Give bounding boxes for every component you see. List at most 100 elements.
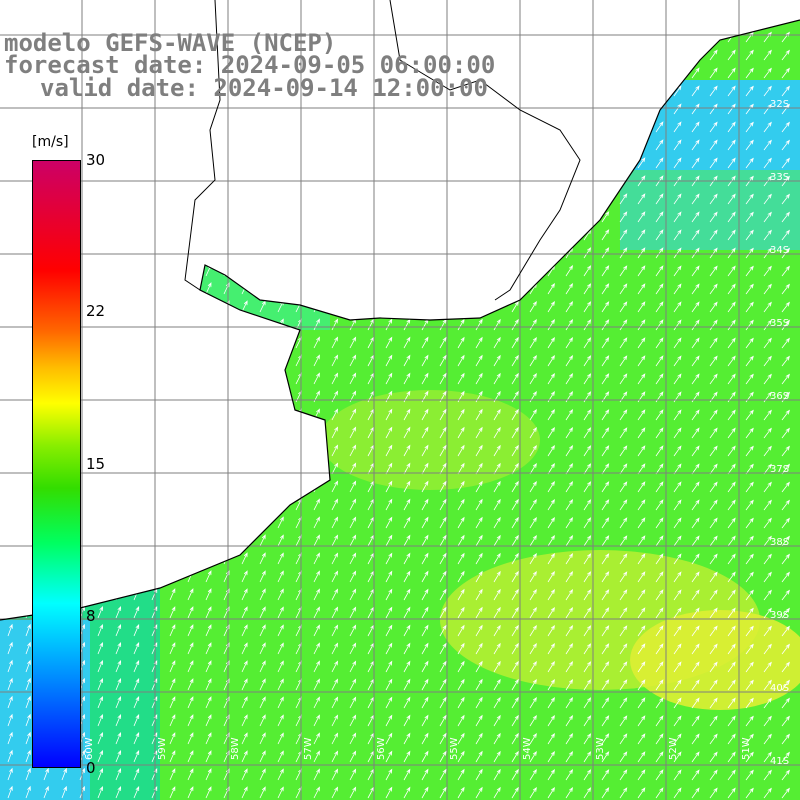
wind-arrow (439, 264, 447, 277)
wind-arrow (565, 193, 574, 205)
wind-arrow (151, 156, 158, 169)
wind-arrow (7, 245, 13, 259)
wind-arrow (421, 192, 429, 205)
wind-arrow (313, 570, 320, 583)
wind-arrow (241, 786, 248, 799)
wind-arrow (781, 373, 790, 385)
wind-arrow (385, 534, 393, 547)
wind-arrow (745, 787, 754, 799)
wind-arrow (313, 228, 320, 241)
wind-arrow (115, 227, 122, 241)
wind-arrow (205, 588, 212, 601)
wind-arrow (403, 354, 411, 367)
wind-arrow (259, 570, 266, 583)
wind-arrow (547, 660, 555, 673)
wind-arrow (511, 66, 519, 79)
wind-arrow (709, 751, 718, 763)
wind-arrow (637, 553, 646, 565)
wind-arrow (529, 30, 537, 43)
wind-arrow (529, 768, 537, 781)
wind-arrow (709, 355, 718, 367)
wind-arrow (565, 679, 574, 691)
wind-arrow (493, 102, 501, 115)
wind-arrow (745, 679, 754, 691)
wind-arrow (259, 480, 266, 493)
wind-arrow (457, 102, 465, 115)
wind-arrow (637, 121, 646, 133)
wind-arrow (727, 463, 736, 475)
wind-arrow (601, 643, 610, 655)
wind-arrow (349, 282, 357, 295)
wind-arrow (385, 588, 393, 601)
wind-arrow (277, 120, 284, 133)
wind-arrow (673, 373, 682, 385)
wind-arrow (637, 787, 646, 799)
wind-arrow (601, 355, 610, 367)
wind-arrow (385, 282, 393, 295)
wind-arrow (61, 119, 67, 133)
wind-arrow (493, 570, 501, 583)
wind-arrow (7, 263, 13, 277)
wind-arrow (655, 697, 664, 709)
wind-arrow (493, 678, 501, 691)
wind-arrow (421, 750, 429, 763)
wind-arrow (421, 552, 429, 565)
wind-arrow (781, 301, 790, 313)
wind-arrow (709, 427, 718, 439)
wind-arrow (565, 643, 574, 655)
wind-arrow (565, 229, 574, 241)
wind-arrow (277, 552, 284, 565)
wind-arrow (133, 498, 140, 511)
wind-arrow (349, 516, 357, 529)
wind-arrow (421, 570, 429, 583)
wind-arrow (709, 463, 718, 475)
wind-arrow (43, 767, 49, 781)
wind-arrow (781, 553, 790, 565)
wind-arrow (583, 553, 592, 565)
wind-arrow (565, 463, 574, 475)
wind-arrow (673, 211, 682, 223)
wind-arrow (493, 210, 501, 223)
wind-arrow (547, 516, 555, 529)
wind-arrow (349, 624, 357, 637)
wind-arrow (241, 462, 248, 475)
wind-arrow (511, 552, 519, 565)
wind-arrow (565, 769, 574, 781)
wind-arrow (241, 372, 248, 385)
wind-arrow (7, 209, 13, 223)
wind-arrow (655, 319, 664, 331)
wind-arrow (511, 426, 519, 439)
wind-arrow (97, 245, 103, 259)
wind-arrow (205, 732, 212, 745)
wind-arrow (727, 139, 736, 151)
wind-arrow (187, 606, 194, 619)
wind-arrow (385, 318, 393, 331)
wind-arrow (475, 570, 483, 583)
wind-arrow (583, 247, 592, 259)
wind-arrow (187, 192, 194, 205)
wind-arrow (151, 480, 158, 493)
wind-arrow (187, 426, 194, 439)
wind-arrow (619, 85, 628, 97)
wind-arrow (601, 661, 610, 673)
wind-arrow (169, 696, 176, 709)
wind-arrow (637, 193, 646, 205)
wind-arrow (601, 571, 610, 583)
wind-arrow (133, 750, 140, 763)
wind-arrow (115, 695, 122, 709)
wind-arrow (619, 31, 628, 43)
wind-arrow (439, 552, 447, 565)
wind-arrow (331, 462, 339, 475)
wind-arrow (457, 210, 465, 223)
wind-arrow (115, 371, 122, 385)
wind-arrow (619, 571, 628, 583)
wind-arrow (439, 408, 447, 421)
wind-arrow (241, 570, 248, 583)
wind-arrow (745, 625, 754, 637)
wind-arrow (781, 427, 790, 439)
wind-arrow (763, 265, 772, 277)
wind-arrow (241, 444, 248, 457)
wind-arrow (241, 480, 248, 493)
wind-arrow (439, 768, 447, 781)
wind-arrow (187, 660, 194, 673)
